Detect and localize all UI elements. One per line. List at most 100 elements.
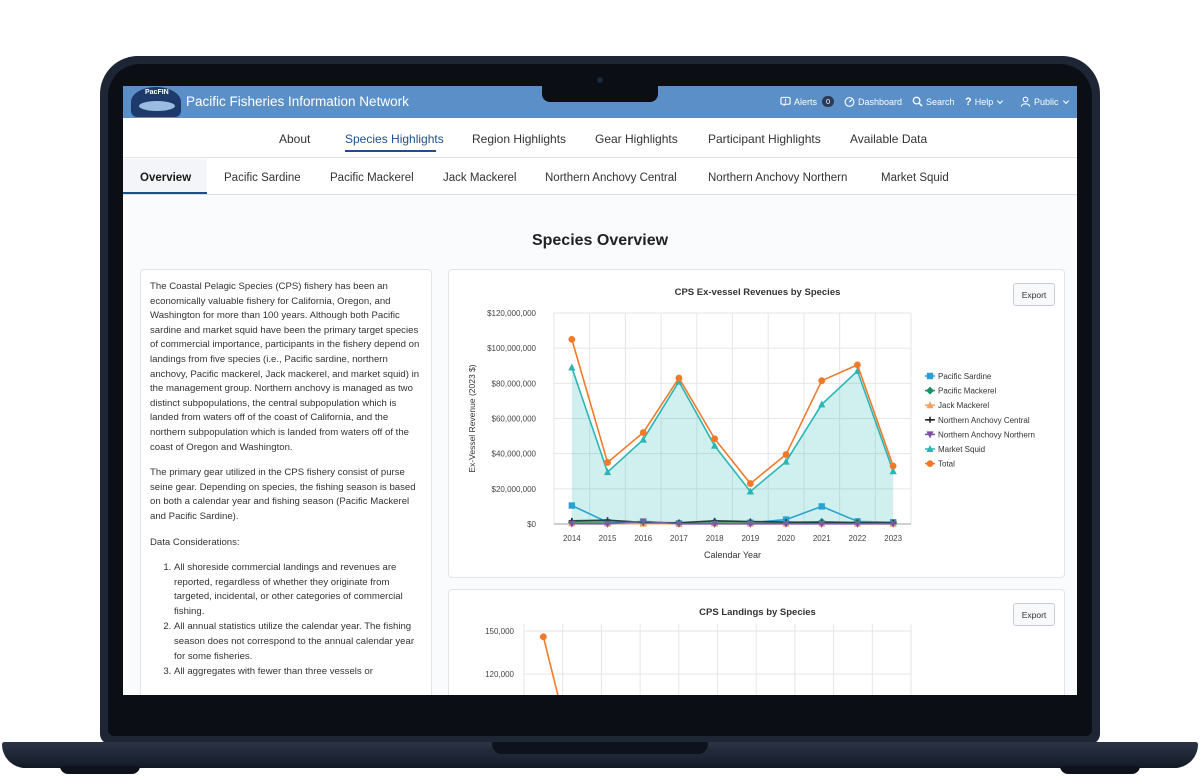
question-icon: ?: [965, 96, 972, 108]
data-point: [568, 363, 576, 371]
list-item: All shoreside commercial landings and re…: [174, 561, 422, 619]
data-point: [603, 520, 612, 528]
legend-item[interactable]: Pacific Mackerel: [925, 386, 996, 396]
nav-available-data[interactable]: Available Data: [850, 132, 928, 146]
description-paragraph: The Coastal Pelagic Species (CPS) fisher…: [150, 281, 420, 453]
series-northern-anchovy-northern: [568, 518, 897, 528]
alerts-button[interactable]: Alerts 0: [780, 96, 835, 107]
data-point: [782, 520, 790, 528]
main-nav: About Species Highlights Region Highligh…: [123, 118, 1077, 158]
search-label: Search: [926, 96, 955, 107]
x-tick-label: 2016: [634, 534, 652, 543]
app-title[interactable]: Pacific Fisheries Information Network: [186, 94, 409, 109]
search-icon: [912, 96, 923, 107]
alerts-label: Alerts: [794, 96, 818, 107]
tab-pacific-sardine[interactable]: Pacific Sardine: [224, 172, 301, 184]
pacfin-logo[interactable]: PacFIN: [131, 87, 181, 117]
legend-item[interactable]: Northern Anchovy Northern: [925, 430, 1035, 439]
main-content: Species Overview The Coastal Pelagic Spe…: [123, 195, 1077, 695]
nav-species-highlights[interactable]: Species Highlights: [345, 132, 444, 146]
legend-label: Northern Anchovy Northern: [938, 430, 1035, 439]
series-line: [571, 367, 894, 493]
y-tick-label: $0: [527, 520, 536, 529]
alerts-count-badge: 0: [822, 96, 835, 107]
search-button[interactable]: Search: [912, 96, 955, 107]
export-button[interactable]: Export: [1013, 603, 1055, 626]
series-total: [568, 335, 897, 487]
data-point: [639, 429, 647, 436]
data-point: [926, 431, 934, 439]
tab-northern-anchovy-northern[interactable]: Northern Anchovy Northern: [708, 172, 848, 184]
laptop-foot-left: [60, 766, 140, 774]
tab-pacific-mackerel[interactable]: Pacific Mackerel: [330, 172, 414, 184]
x-tick-label: 2019: [741, 534, 759, 543]
user-menu[interactable]: Public: [1020, 96, 1070, 107]
data-point: [746, 487, 754, 495]
legend-item[interactable]: Total: [925, 460, 955, 469]
data-point: [675, 520, 683, 528]
series-area: [571, 367, 894, 524]
data-point: [889, 467, 897, 475]
chevron-down-icon: [1062, 99, 1069, 104]
nav-gear-highlights[interactable]: Gear Highlights: [595, 132, 678, 146]
help-menu[interactable]: ? Help: [965, 96, 1004, 108]
data-point: [603, 468, 612, 476]
description-paragraph: The primary gear utilized in the CPS fis…: [150, 467, 416, 522]
y-tick-label: $100,000,000: [487, 344, 536, 353]
data-point: [539, 633, 547, 641]
x-tick-label: 2017: [670, 534, 688, 543]
legend-item[interactable]: Market Squid: [925, 445, 985, 454]
data-point: [818, 520, 826, 528]
data-point: [639, 435, 647, 443]
landings-chart: 150,000 120,000: [485, 624, 912, 695]
x-tick-label: 2021: [813, 534, 831, 543]
series-line: [571, 339, 894, 485]
x-tick-label: 2018: [706, 534, 724, 543]
tab-jack-mackerel[interactable]: Jack Mackerel: [443, 172, 517, 184]
nav-about[interactable]: About: [279, 132, 311, 146]
data-point: [675, 374, 683, 382]
revenue-chart-card: CPS Ex-vessel Revenues by Species Export…: [448, 269, 1065, 578]
data-point: [926, 460, 934, 467]
logo-text: PacFIN: [145, 89, 169, 96]
revenue-chart: $0 $20,000,000 $40,000,000 $60,000,000 $80,0…: [467, 309, 1035, 560]
tab-market-squid[interactable]: Market Squid: [881, 172, 949, 184]
data-point: [818, 400, 826, 408]
dashboard-button[interactable]: Dashboard: [844, 96, 902, 107]
user-label: Public: [1034, 96, 1059, 107]
export-button[interactable]: Export: [1013, 283, 1055, 306]
camera-notch: [542, 82, 658, 102]
series-line: [571, 520, 894, 525]
legend-item[interactable]: Northern Anchovy Central: [925, 416, 1030, 425]
data-point: [711, 441, 719, 449]
data-considerations-heading: Data Considerations:: [150, 536, 240, 548]
x-axis-label: Calendar Year: [704, 550, 761, 560]
data-point: [746, 520, 754, 528]
data-point: [927, 416, 933, 423]
data-point: [889, 462, 897, 470]
help-label: Help: [974, 97, 994, 107]
tab-overview[interactable]: Overview: [140, 172, 192, 184]
legend-item[interactable]: Jack Mackerel: [925, 401, 989, 410]
data-point: [568, 335, 576, 343]
active-nav-underline: [345, 150, 436, 152]
data-point: [782, 451, 790, 458]
nav-region-highlights[interactable]: Region Highlights: [472, 132, 567, 146]
data-point: [604, 459, 611, 466]
series-line: [571, 519, 894, 524]
legend-item[interactable]: Pacific Sardine: [925, 372, 992, 381]
chart-title: CPS Ex-vessel Revenues by Species: [674, 287, 841, 298]
species-tabs: Overview Pacific Sardine Pacific Mackere…: [123, 159, 1077, 195]
data-point: [926, 445, 934, 452]
data-point: [926, 401, 934, 409]
y-axis-label: Ex-Vessel Revenue (2023 $): [467, 364, 477, 472]
data-point: [782, 457, 790, 465]
legend-label: Total: [938, 460, 955, 469]
data-considerations-list: All shoreside commercial landings and re…: [150, 561, 422, 680]
data-point: [711, 520, 719, 528]
tab-northern-anchovy-central[interactable]: Northern Anchovy Central: [545, 172, 677, 184]
nav-participant-highlights[interactable]: Participant Highlights: [708, 132, 821, 146]
y-tick-label: 150,000: [485, 627, 514, 636]
y-tick-label: $120,000,000: [487, 309, 536, 318]
